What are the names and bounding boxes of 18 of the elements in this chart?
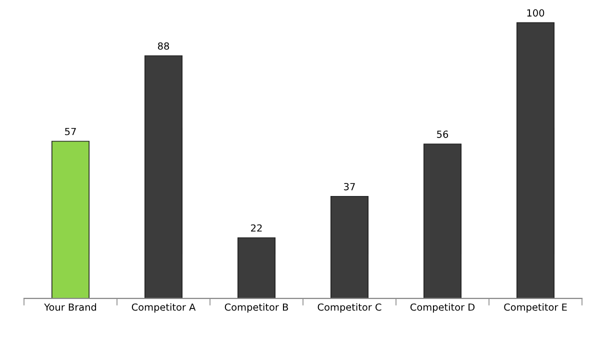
bar [423, 144, 462, 298]
data-label: 57 [65, 128, 76, 136]
data-label: 56 [437, 130, 448, 138]
x-tick-label: Competitor D [410, 303, 475, 313]
data-label: 22 [251, 224, 262, 232]
bar [51, 140, 90, 298]
data-label: 100 [527, 9, 544, 17]
x-tick-label: Competitor E [504, 303, 567, 313]
data-label: 37 [344, 182, 355, 190]
bar [144, 55, 183, 298]
x-tick-label: Competitor A [132, 303, 196, 313]
bar [237, 237, 276, 298]
x-tick-label: Your Brand [44, 303, 96, 311]
x-tick-label: Competitor C [318, 303, 382, 313]
bar [330, 196, 369, 298]
x-tick-label: Competitor B [224, 303, 288, 313]
data-label: 88 [158, 42, 170, 50]
bar [516, 22, 555, 298]
